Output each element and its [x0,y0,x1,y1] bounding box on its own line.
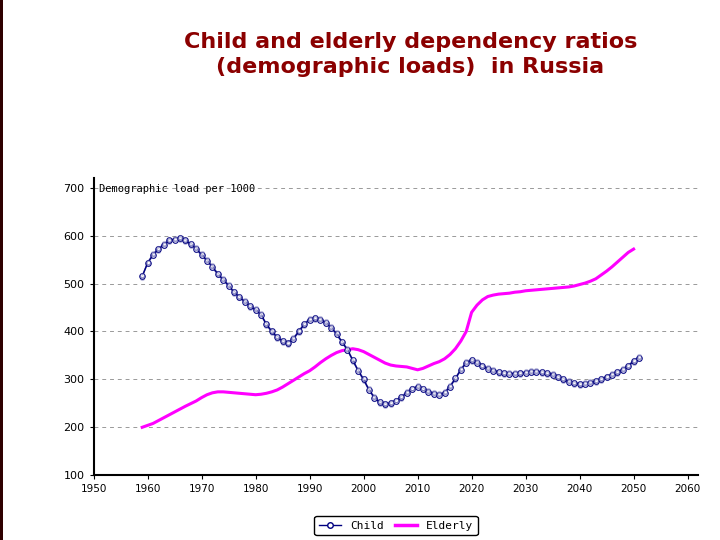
Legend: Child, Elderly: Child, Elderly [315,516,477,535]
Text: Demographic load per 1000: Demographic load per 1000 [99,184,256,194]
Text: Child and elderly dependency ratios
(demographic loads)  in Russia: Child and elderly dependency ratios (dem… [184,32,637,77]
